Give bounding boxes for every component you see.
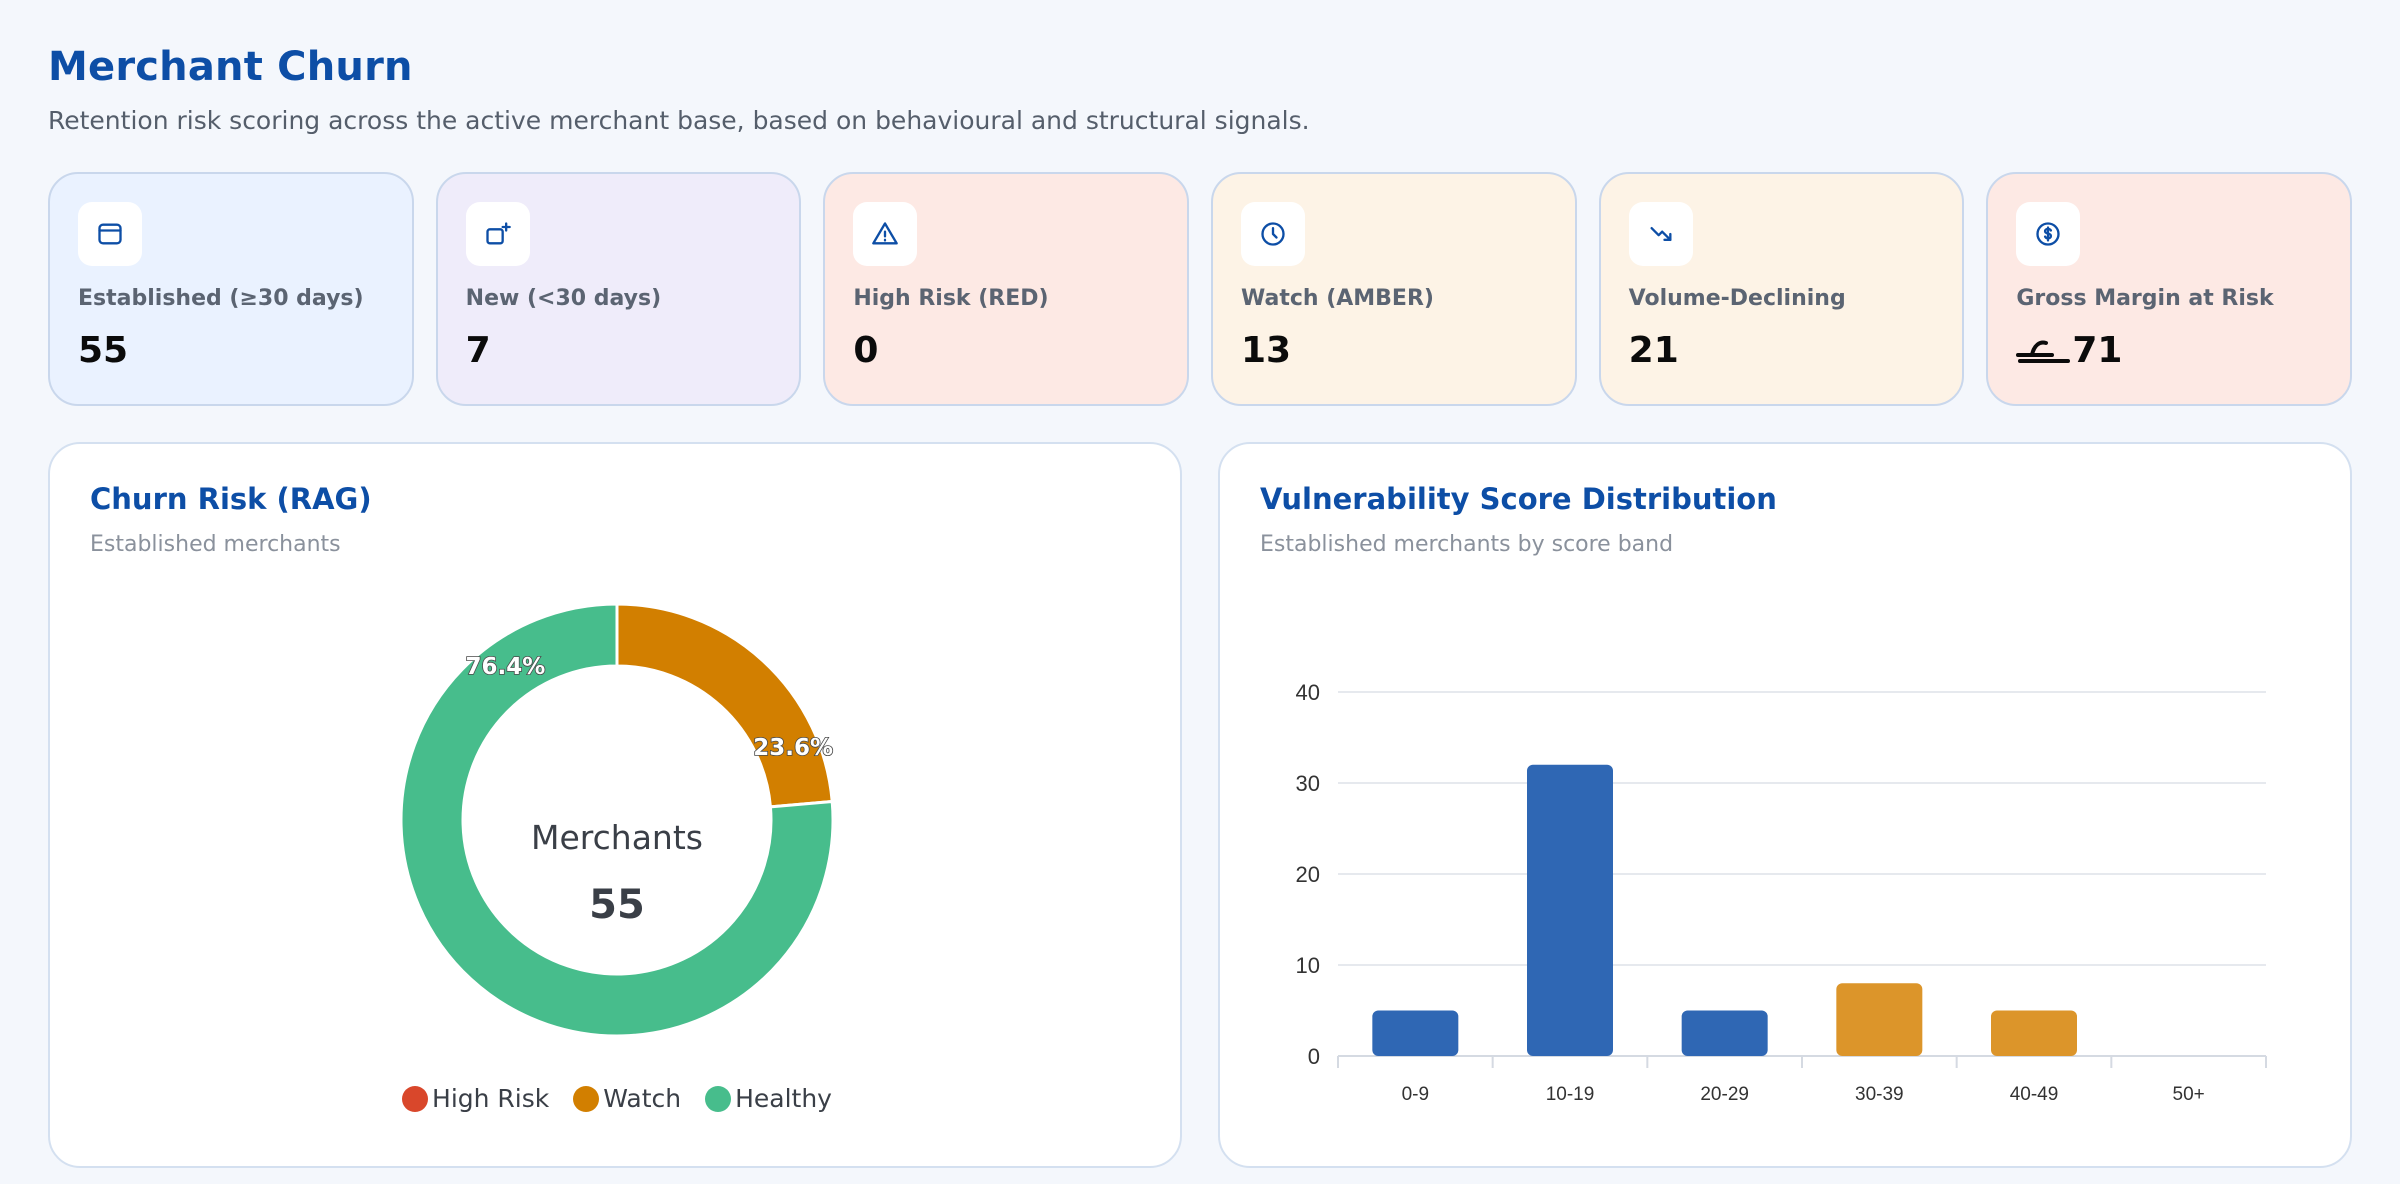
legend-item-healthy[interactable]: Healthy xyxy=(705,1084,832,1113)
churn-risk-panel: Churn Risk (RAG) Established merchants 2… xyxy=(48,442,1182,1168)
y-tick-label: 30 xyxy=(1296,771,1320,796)
new-store-icon xyxy=(465,202,530,266)
y-tick-label: 0 xyxy=(1308,1044,1320,1069)
legend-swatch xyxy=(705,1085,732,1112)
kpi-label: Volume-Declining xyxy=(1628,286,1846,311)
currency-glyph-icon xyxy=(2016,340,2071,363)
x-tick-label: 30-39 xyxy=(1855,1084,1904,1105)
kpi-card-gross-margin[interactable]: Gross Margin at Risk 71 xyxy=(1986,172,2352,406)
donut-percent-label: 76.4% xyxy=(466,654,546,680)
legend-swatch xyxy=(573,1085,600,1112)
kpi-value: 0 xyxy=(853,330,879,371)
donut-chart-area: 23.6% 76.4% Merchants 55 xyxy=(50,584,1184,1054)
kpi-card-new[interactable]: New (<30 days) 7 xyxy=(435,172,802,406)
bar-chart-area: 0 10 20 30 40 0-9 10-19 20-29 30-39 40-49 50+ xyxy=(1220,584,2354,1164)
x-tick-label: 50+ xyxy=(2173,1084,2205,1105)
store-icon xyxy=(78,202,142,266)
kpi-label: Watch (AMBER) xyxy=(1240,286,1434,311)
bar-10-19[interactable] xyxy=(1527,764,1613,1056)
donut-center-value: 55 xyxy=(589,882,645,928)
kpi-label: Established (≥30 days) xyxy=(78,286,364,311)
chart-legend: High Risk Watch Healthy xyxy=(50,1084,1184,1113)
legend-label: High Risk xyxy=(432,1084,550,1113)
panel-title: Churn Risk (RAG) xyxy=(90,482,372,516)
y-tick-label: 20 xyxy=(1296,862,1320,887)
bar-30-39[interactable] xyxy=(1836,983,1923,1056)
bar-0-9[interactable] xyxy=(1372,1010,1459,1057)
x-tick-label: 10-19 xyxy=(1546,1084,1595,1105)
kpi-card-high-risk[interactable]: High Risk (RED) 0 xyxy=(823,172,1189,406)
bar-20-29[interactable] xyxy=(1681,1010,1768,1057)
kpi-label: Gross Margin at Risk xyxy=(2016,286,2274,311)
donut-slice-healthy[interactable] xyxy=(399,602,835,1038)
donut-percent-label: 23.6% xyxy=(753,735,833,761)
trend-down-icon xyxy=(1628,202,1693,266)
legend-label: Watch xyxy=(603,1084,682,1113)
x-tick-label: 20-29 xyxy=(1700,1084,1749,1105)
kpi-card-established[interactable]: Established (≥30 days) 55 xyxy=(48,172,414,406)
kpi-card-watch[interactable]: Watch (AMBER) 13 xyxy=(1210,172,1577,406)
legend-item-watch[interactable]: Watch xyxy=(573,1084,681,1113)
kpi-value-text: 71 xyxy=(2072,330,2123,371)
kpi-value: 7 xyxy=(465,330,491,371)
donut-center-label: Merchants xyxy=(531,818,703,857)
kpi-value: 71 xyxy=(2016,330,2122,371)
kpi-row: Established (≥30 days) 55 New (<30 days)… xyxy=(48,172,2352,406)
y-tick-label: 40 xyxy=(1296,680,1320,705)
panel-subtitle: Established merchants by score band xyxy=(1260,532,1674,557)
page-title: Merchant Churn xyxy=(48,44,413,90)
kpi-label: New (<30 days) xyxy=(465,286,662,311)
kpi-card-volume-declining[interactable]: Volume-Declining 21 xyxy=(1598,172,1965,406)
panel-subtitle: Established merchants xyxy=(90,532,341,557)
x-tick-label: 0-9 xyxy=(1402,1084,1429,1105)
panel-title: Vulnerability Score Distribution xyxy=(1260,482,1777,516)
x-tick-label: 40-49 xyxy=(2010,1084,2059,1105)
donut-chart: 23.6% 76.4% Merchants 55 xyxy=(399,602,835,1038)
kpi-value: 13 xyxy=(1240,330,1292,371)
dollar-icon xyxy=(2016,202,2081,266)
clock-icon xyxy=(1240,202,1305,266)
y-tick-label: 10 xyxy=(1296,953,1320,978)
kpi-value: 21 xyxy=(1628,330,1679,371)
legend-swatch xyxy=(402,1085,429,1112)
legend-item-high-risk[interactable]: High Risk xyxy=(402,1084,549,1113)
legend-label: Healthy xyxy=(735,1084,832,1113)
kpi-label: High Risk (RED) xyxy=(853,286,1049,311)
bar-40-49[interactable] xyxy=(1991,1010,2077,1057)
warning-icon xyxy=(853,202,918,266)
vulnerability-panel: Vulnerability Score Distribution Establi… xyxy=(1218,442,2352,1168)
donut-slice-watch[interactable] xyxy=(615,602,834,809)
bar-chart: 0 10 20 30 40 0-9 10-19 20-29 30-39 40-49 50+ xyxy=(1296,680,2267,1105)
page-subtitle: Retention risk scoring across the active… xyxy=(48,106,1310,135)
kpi-value: 55 xyxy=(78,330,129,371)
